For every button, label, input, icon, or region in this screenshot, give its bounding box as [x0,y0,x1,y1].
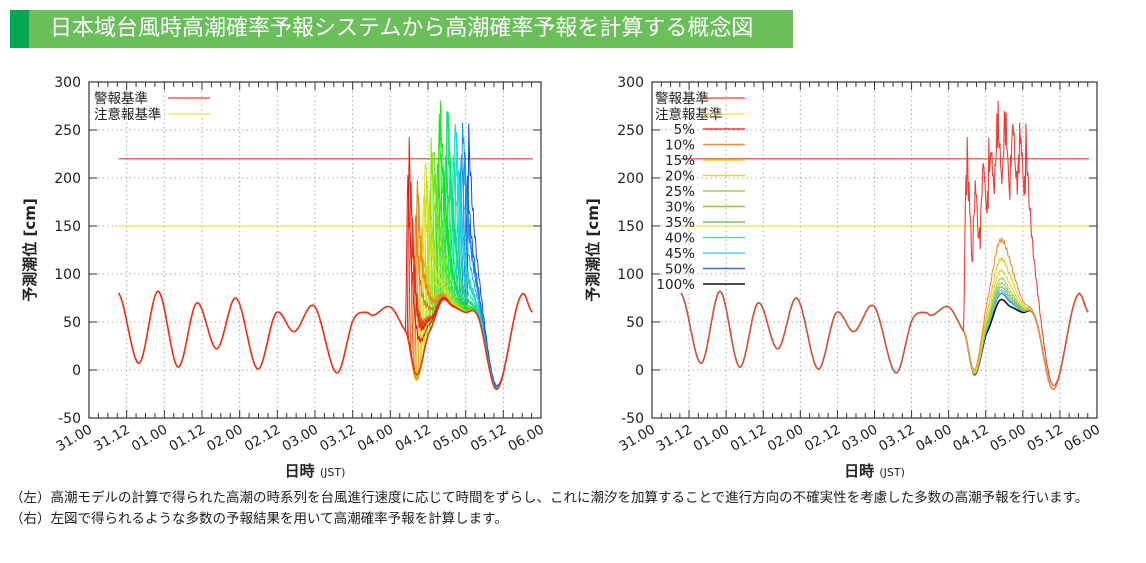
x-tick-label: 01.00 [691,422,732,455]
y-tick-label: 0 [72,363,81,379]
ensemble-member-line [118,113,533,390]
x-tick-label: 03.00 [280,422,321,455]
x-axis-label: 日時 (JST) [844,462,905,480]
ensemble-member-line [118,110,533,390]
y-tick-label: 100 [617,267,644,283]
y-tick-label: -50 [621,411,644,427]
y-tick-label: 300 [617,75,644,91]
percentile-line-20pct [680,268,1089,390]
ensemble-member-line [118,154,533,389]
x-tick-label: 04.12 [950,422,991,455]
ensemble-member-line [118,112,533,390]
y-tick-label: 100 [54,267,81,283]
ensemble-member-line [118,163,533,390]
x-tick-label: 02.00 [765,422,806,455]
y-axis-label: 予測潮位 [cm] [21,198,39,301]
legend-label: 45% [665,246,695,262]
legend-label: 40% [665,231,695,247]
page-title: 日本域台風時高潮確率予報システムから高潮確率予報を計算する概念図 [50,16,754,41]
y-tick-label: 200 [54,171,81,187]
caption-right: （右）左図で得られるような多数の予報結果を用いて高潮確率予報を計算します。 [10,511,508,527]
x-tick-label: 04.00 [913,422,954,455]
right-chart: 300250200150100500-5031.0031.1201.0001.1… [584,75,1103,480]
legend-label: 5% [674,122,696,138]
y-tick-label: 0 [635,363,644,379]
ensemble-member-line [118,163,533,390]
y-tick-label: -50 [58,411,81,427]
x-tick-label: 03.12 [876,422,917,455]
y-tick-label: 150 [54,219,81,235]
percentile-line-30pct [680,282,1089,390]
legend-label: 20% [665,169,695,185]
x-tick-label: 04.12 [393,422,434,455]
y-tick-label: 50 [63,315,81,331]
title-bar: 日本域台風時高潮確率予報システムから高潮確率予報を計算する概念図 [10,10,793,48]
x-tick-label: 03.12 [317,422,358,455]
legend-label: 15% [665,153,695,169]
legend-label: 100% [656,277,695,293]
plot-frame [88,81,542,419]
title-accent-mark [10,10,29,48]
legend-label: 注意報基準 [94,106,162,123]
y-tick-label: 250 [54,123,81,139]
legend-label: 警報基準 [94,90,148,107]
legend-label: 30% [665,200,695,216]
y-axis-label: 予測潮位 [cm] [584,198,602,301]
ensemble-member-line [118,166,533,390]
y-tick-label: 150 [617,219,644,235]
ensemble-member-line [118,123,533,387]
legend-label: 警報基準 [655,90,709,107]
percentile-line-25pct [680,276,1089,390]
percentile-line-5pct [680,100,1089,387]
y-tick-label: 200 [617,171,644,187]
caption: （左）高潮モデルの計算で得られた高潮の時系列を台風進行速度に応じて時間をずらし、… [10,488,1140,530]
x-tick-label: 05.00 [430,422,471,455]
x-tick-label: 06.00 [506,422,547,455]
x-tick-label: 02.12 [242,422,283,455]
x-tick-label: 02.00 [204,422,245,455]
x-tick-label: 05.00 [987,422,1028,455]
caption-left: （左）高潮モデルの計算で得られた高潮の時系列を台風進行速度に応じて時間をずらし、… [10,490,1089,506]
ensemble-member-line [118,155,533,390]
legend-label: 25% [665,184,695,200]
x-tick-label: 05.12 [468,422,509,455]
x-tick-label: 04.00 [355,422,396,455]
x-tick-label: 01.12 [728,422,769,455]
x-tick-label: 02.12 [802,422,843,455]
left-chart: 300250200150100500-5031.0031.1201.0001.1… [21,75,547,480]
base-forecast-line [117,290,533,391]
y-tick-label: 50 [626,315,644,331]
ensemble-member-line [118,151,533,390]
x-tick-label: 06.00 [1062,422,1103,455]
x-tick-label: 03.00 [839,422,880,455]
y-tick-label: 300 [54,75,81,91]
x-tick-label: 31.12 [91,422,132,455]
ensemble-member-line [118,170,533,389]
x-tick-label: 01.00 [129,422,170,455]
legend-label: 50% [665,262,695,278]
ensemble-member-line [118,151,533,390]
ensemble-member-line [118,154,533,390]
legend-label: 注意報基準 [655,106,723,123]
x-tick-label: 01.12 [167,422,208,455]
x-tick-label: 31.12 [654,422,695,455]
y-tick-label: 250 [617,123,644,139]
percentile-line-10pct [680,237,1089,390]
legend-label: 10% [665,138,695,154]
ensemble-member-line [118,168,533,390]
x-axis-label: 日時 (JST) [285,462,346,480]
x-tick-label: 05.12 [1024,422,1065,455]
plot-frame [651,81,1098,419]
charts-area: 300250200150100500-5031.0031.1201.0001.1… [21,75,1103,480]
legend-label: 35% [665,215,695,231]
